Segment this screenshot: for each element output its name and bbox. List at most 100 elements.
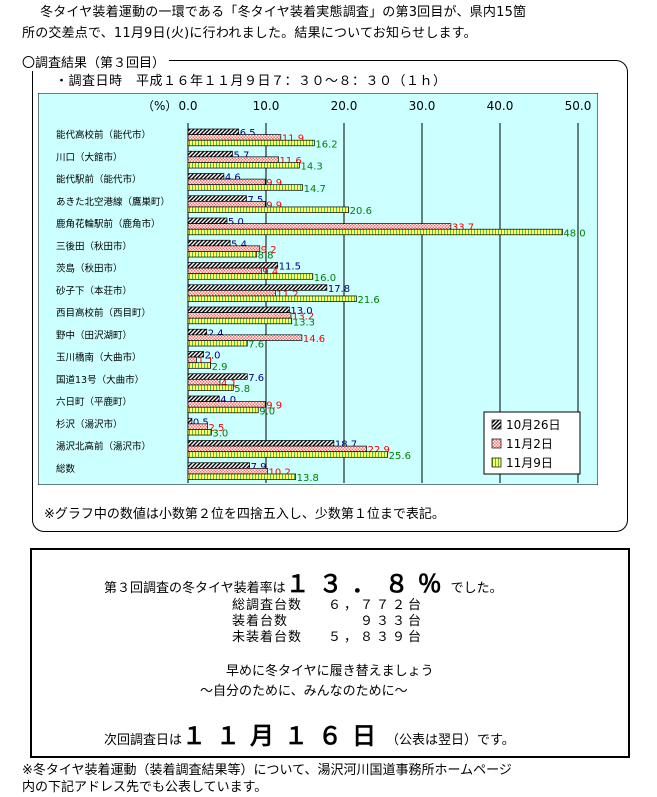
bar-10月26日: [187, 417, 193, 425]
bar-10月26日: [187, 150, 233, 158]
count-value: ６，７７２台: [328, 598, 425, 613]
category-label: 総数: [56, 463, 76, 475]
legend-swatch: [491, 419, 502, 430]
data-label: 11.5: [279, 262, 301, 273]
category-label: 茨島（秋田市）: [56, 263, 123, 275]
tick-label: 30.0: [409, 99, 436, 113]
bar-10月26日: [187, 306, 290, 313]
bar-11月2日: [187, 312, 292, 319]
bar-11月2日: [187, 267, 262, 275]
bar-11月9日: [187, 384, 234, 391]
category-label: 国道13号（大曲市）: [56, 374, 144, 386]
data-label: 14.3: [301, 162, 323, 173]
bar-10月26日: [187, 217, 228, 224]
data-label: 2.9: [212, 362, 228, 373]
bar-10月26日: [187, 195, 247, 202]
next-suffix: です。: [477, 733, 515, 748]
bar-11月9日: [187, 317, 293, 325]
bar-11月9日: [187, 228, 563, 236]
intro-text: 冬タイヤ装着運動の一環である「冬タイヤ装着実態調査」の第3回目が、県内15箇 所…: [22, 2, 632, 44]
data-label: 17.8: [328, 284, 350, 295]
bar-11月9日: [187, 362, 211, 369]
data-label: 9.2: [261, 245, 277, 256]
next-prefix: 次回調査日は: [104, 733, 183, 748]
data-label: 14.6: [303, 334, 325, 345]
rate-line: 第３回調査の冬タイヤ装着率は１３．８％でした。: [104, 564, 503, 599]
tick-label: 10.0: [253, 99, 280, 113]
category-label: あきた北空港線（鷹巣町）: [56, 196, 170, 208]
data-label: 0.5: [193, 417, 209, 428]
data-label: 9.9: [266, 401, 282, 412]
bar-11月9日: [187, 273, 314, 280]
bar-11月9日: [187, 406, 259, 414]
rate-value: １３．８％: [285, 570, 451, 598]
data-label: 13.3: [293, 317, 315, 328]
bar-11月2日: [187, 178, 266, 186]
legend-label: 11月2日: [506, 437, 553, 451]
data-label: 4.6: [225, 173, 241, 184]
data-label: 4.0: [220, 395, 236, 406]
category-label: 砂子下（本荘市）: [56, 285, 132, 297]
footer-text: ※冬タイヤ装着運動（装着調査結果等）について、湯沢河川国道事務所ホームページ 内…: [22, 762, 637, 796]
bar-11月9日: [187, 206, 350, 213]
data-label: 7.6: [248, 373, 264, 384]
bar-10月26日: [187, 373, 248, 380]
bar-11月9日: [187, 451, 389, 458]
data-label: 9.4: [262, 267, 278, 278]
intro-line-2: 所の交差点で、11月9日(火)に行われました。結果についてお知らせします。: [22, 26, 477, 41]
bar-11月9日: [187, 162, 300, 169]
data-label: 6.5: [240, 128, 256, 139]
count-value: ９３３台: [359, 614, 424, 629]
bar-chart: （%） 0.0 10.0 20.0 30.0 40.0 50.0 能代高校前（能代市） 6.5 1…: [38, 93, 598, 485]
results-section-title: 〇調査結果（第３回目）: [22, 52, 170, 71]
intro-line-1: 冬タイヤ装着運動の一環である「冬タイヤ装着実態調査」の第3回目が、県内15箇: [40, 5, 527, 20]
data-label: 1.1: [198, 356, 214, 367]
footer-line-1: ※冬タイヤ装着運動（装着調査結果等）について、湯沢河川国道事務所ホームページ: [22, 763, 512, 778]
bar-11月2日: [187, 245, 261, 252]
bar-11月2日: [187, 290, 276, 297]
tick-label: 0.0: [178, 99, 197, 113]
data-label: 5.4: [231, 239, 247, 250]
bar-11月9日: [187, 251, 257, 258]
category-label: 六日町（平鹿町）: [56, 396, 132, 408]
legend-swatch: [491, 457, 502, 468]
data-label: 13.0: [290, 306, 312, 317]
data-label: 7.5: [248, 195, 264, 206]
bar-11月9日: [187, 429, 212, 436]
data-label: 20.6: [350, 206, 372, 217]
bar-11月9日: [187, 340, 248, 347]
data-label: 2.5: [209, 423, 225, 434]
data-label: 13.8: [297, 473, 319, 484]
tick-label: 50.0: [565, 99, 592, 113]
bar-10月26日: [187, 239, 231, 247]
bar-11月9日: [187, 139, 315, 147]
data-label: 9.0: [259, 406, 275, 417]
category-label: 川口（大館市）: [56, 151, 123, 163]
bar-11月2日: [187, 200, 266, 208]
bar-11月2日: [187, 156, 279, 163]
legend-label: 10月26日: [506, 418, 561, 432]
category-label: 杉沢（湯沢市）: [56, 418, 123, 430]
bar-10月26日: [187, 173, 225, 180]
bar-11月9日: [187, 295, 357, 302]
data-label: 48.0: [563, 228, 585, 239]
category-label: 湯沢北高前（湯沢市）: [56, 441, 151, 453]
data-label: 2.0: [205, 351, 221, 362]
category-label: 野中（田沢湖町）: [56, 329, 132, 341]
data-label: 14.7: [304, 184, 326, 195]
rate-suffix: でした。: [450, 581, 503, 596]
data-label: 7.9: [251, 462, 267, 473]
bar-10月26日: [187, 462, 250, 469]
slogan-line-2: ～自分のために、みんなのために～: [200, 684, 408, 699]
data-label: 16.2: [315, 139, 337, 150]
data-label: 18.7: [335, 440, 357, 451]
chart-note: ※グラフ中の数値は小数第２位を四捨五入し、少数第１位まで表記。: [44, 507, 445, 522]
count-label: 装着台数: [232, 614, 289, 629]
data-label: 4.1: [221, 378, 237, 389]
data-label: 13.2: [292, 312, 314, 323]
data-label: 2.4: [208, 328, 224, 339]
count-row-equipped: 装着台数 ９３３台: [232, 610, 424, 629]
legend-label: 11月9日: [506, 456, 553, 470]
next-date: １１月１６日: [182, 722, 387, 750]
category-label: 玉川橋南（大曲市）: [56, 352, 142, 364]
